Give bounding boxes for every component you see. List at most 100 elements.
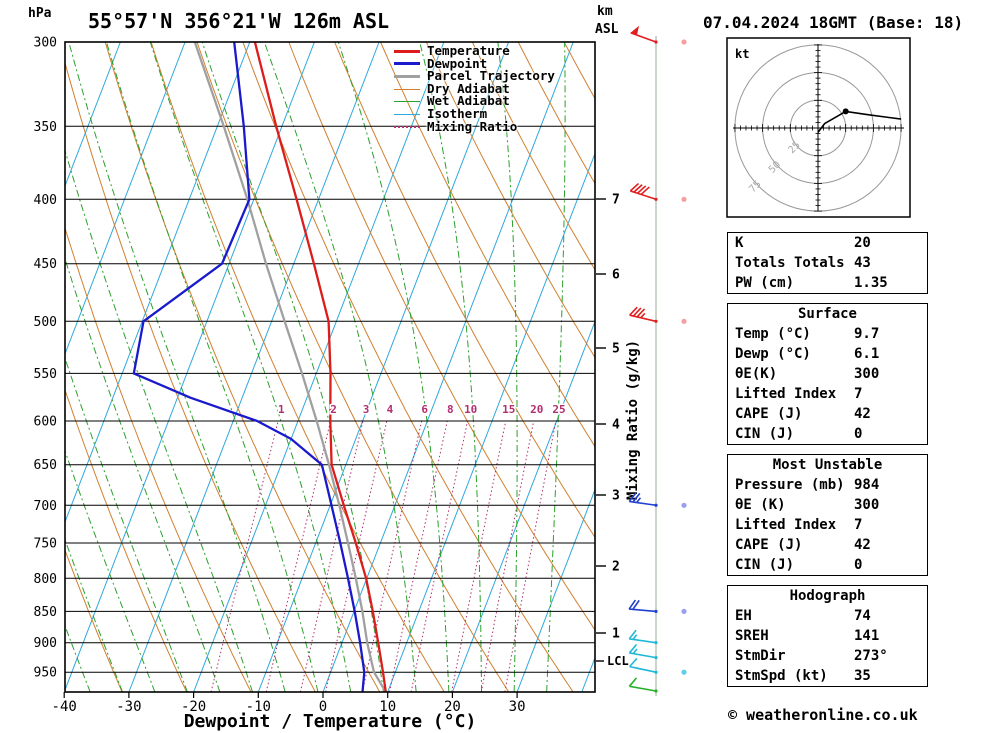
row-value: 74 bbox=[854, 608, 871, 624]
table-row: Pressure (mb) 984 bbox=[728, 475, 927, 495]
table-row: θE (K) 300 bbox=[728, 495, 927, 515]
table-row: CAPE (J) 42 bbox=[728, 404, 927, 424]
temp-tick-label: -40 bbox=[52, 699, 77, 715]
row-value: 141 bbox=[854, 628, 880, 644]
legend: Temperature Dewpoint Parcel Trajectory Dry … bbox=[394, 44, 555, 134]
hodograph-storm-marker bbox=[842, 108, 849, 115]
legend-item: Parcel Trajectory bbox=[394, 70, 555, 83]
mixing-ratio-label: 4 bbox=[387, 403, 394, 416]
row-label: StmDir bbox=[735, 648, 786, 664]
row-label: Dewp (°C) bbox=[735, 346, 811, 362]
table-row: Lifted Index 7 bbox=[728, 384, 927, 404]
km-tick-label: 2 bbox=[612, 560, 620, 575]
row-label: Temp (°C) bbox=[735, 326, 811, 342]
pressure-axis-unit: hPa bbox=[28, 6, 52, 21]
table-title: Hodograph bbox=[789, 588, 866, 604]
legend-item: Dewpoint bbox=[394, 57, 555, 71]
legend-swatch-parcel-trajectory bbox=[394, 74, 420, 78]
table-row: EH 74 bbox=[728, 606, 927, 626]
mixing-ratio-lines bbox=[210, 420, 557, 692]
legend-label: Wet Adiabat bbox=[427, 93, 510, 109]
data-table-surface: Surface Temp (°C) 9.7 Dewp (°C) 6.1 θE(K) 300 L… bbox=[727, 303, 928, 445]
mixing-ratio-label: 10 bbox=[464, 403, 477, 416]
data-table-hodograph: Hodograph EH 74 SREH 141 StmDir 273° StmSpd (kt… bbox=[727, 585, 928, 687]
mixing-ratio-label: 15 bbox=[502, 403, 515, 416]
run-title: 07.04.2024 18GMT (Base: 18) bbox=[703, 13, 964, 32]
wind-barbs bbox=[628, 25, 687, 693]
x-axis-title: Dewpoint / Temperature (°C) bbox=[183, 711, 477, 732]
row-label: Totals Totals bbox=[735, 255, 845, 271]
row-value: 1.35 bbox=[854, 275, 888, 291]
secondary-wind-marker bbox=[681, 39, 687, 45]
pressure-tick-label: 600 bbox=[34, 415, 57, 430]
row-label: θE (K) bbox=[735, 497, 786, 513]
temp-tick-label: 0 bbox=[319, 699, 327, 715]
wind-barb bbox=[629, 182, 658, 201]
temperature-curve bbox=[253, 42, 387, 692]
row-value: 42 bbox=[854, 406, 871, 422]
km-tick-label: 6 bbox=[612, 268, 620, 283]
dry-adiabats bbox=[65, 42, 595, 692]
legend-label: Isotherm bbox=[427, 105, 488, 121]
table-row: Totals Totals 43 bbox=[728, 253, 927, 273]
row-label: CAPE (J) bbox=[735, 406, 803, 422]
pressure-tick-label: 300 bbox=[34, 36, 57, 51]
row-value: 7 bbox=[854, 517, 863, 533]
sounding-curves bbox=[132, 42, 387, 692]
legend-label: Mixing Ratio bbox=[427, 118, 518, 134]
row-value: 273° bbox=[854, 648, 888, 664]
pressure-tick-label: 800 bbox=[34, 572, 57, 587]
secondary-wind-marker bbox=[681, 196, 687, 202]
row-label: StmSpd (kt) bbox=[735, 668, 828, 684]
mixing-ratio-label: 1 bbox=[278, 403, 285, 416]
row-label: Pressure (mb) bbox=[735, 477, 845, 493]
row-value: 20 bbox=[854, 235, 871, 251]
mixing-ratio-label: 20 bbox=[530, 403, 543, 416]
temp-tick-label: 20 bbox=[444, 699, 461, 715]
table-row: Lifted Index 7 bbox=[728, 515, 927, 535]
table-row: CAPE (J) 42 bbox=[728, 535, 927, 555]
row-value: 300 bbox=[854, 366, 880, 382]
pressure-tick-label: 900 bbox=[34, 636, 57, 651]
wind-barb bbox=[628, 629, 658, 645]
km-tick-label: 1 bbox=[612, 627, 620, 642]
legend-label: Dry Adiabat bbox=[427, 80, 510, 96]
row-label: PW (cm) bbox=[735, 275, 795, 291]
pressure-tick-label: 750 bbox=[34, 537, 57, 552]
wind-barb bbox=[628, 599, 658, 614]
wind-barb bbox=[628, 657, 658, 674]
mixing-ratio-label: 3 bbox=[363, 403, 370, 416]
wind-barb bbox=[628, 677, 658, 693]
mixing-ratio-label: 8 bbox=[447, 403, 454, 416]
secondary-wind-marker bbox=[681, 669, 687, 675]
row-value: 7 bbox=[854, 386, 863, 402]
row-label: Lifted Index bbox=[735, 517, 837, 533]
row-label: CAPE (J) bbox=[735, 537, 803, 553]
plot-area bbox=[65, 42, 595, 692]
row-label: K bbox=[735, 235, 744, 251]
table-row: Dewp (°C) 6.1 bbox=[728, 344, 927, 364]
legend-item: Wet Adiabat bbox=[394, 95, 555, 108]
temp-tick-label: 10 bbox=[379, 699, 396, 715]
wet-adiabats bbox=[65, 42, 566, 692]
legend-item: Mixing Ratio bbox=[394, 118, 555, 134]
km-tick-label: 7 bbox=[612, 193, 620, 208]
table-row: K 20 bbox=[728, 233, 927, 253]
temp-tick-label: -30 bbox=[116, 699, 141, 715]
legend-swatch-temperature bbox=[394, 49, 420, 53]
row-value: 43 bbox=[854, 255, 871, 271]
row-value: 6.1 bbox=[854, 346, 880, 362]
row-label: CIN (J) bbox=[735, 557, 795, 573]
legend-swatch-mixing-ratio bbox=[394, 125, 420, 128]
altitude-axis-unit-km: km bbox=[597, 4, 613, 19]
wind-barb bbox=[630, 25, 658, 44]
table-row: θE(K) 300 bbox=[728, 364, 927, 384]
pressure-tick-label: 400 bbox=[34, 193, 57, 208]
table-title: Most Unstable bbox=[772, 457, 883, 473]
station-title: 55°57'N 356°21'W 126m ASL bbox=[88, 9, 390, 33]
legend-swatch-dewpoint bbox=[394, 62, 420, 66]
legend-swatch-isotherm bbox=[394, 113, 420, 115]
row-label: θE(K) bbox=[735, 366, 778, 382]
row-value: 0 bbox=[854, 426, 863, 442]
